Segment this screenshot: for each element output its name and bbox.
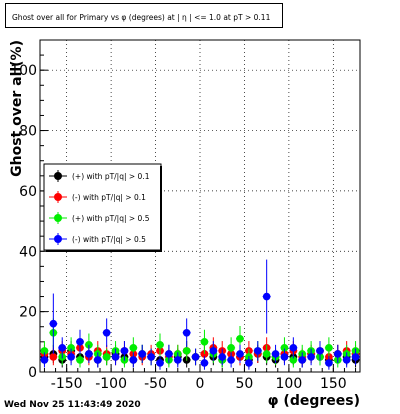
y-tick-label: 0 — [28, 365, 37, 381]
data-point — [156, 341, 164, 349]
timestamp-footer: Wed Nov 25 11:43:49 2020 — [4, 400, 141, 410]
x-axis-label: φ (degrees) — [268, 393, 360, 409]
y-axis-label: Ghost over all(%) — [9, 40, 25, 177]
data-point — [262, 292, 271, 301]
data-point — [342, 356, 351, 364]
legend: (+) with pT/|q| > 0.1 (-) with pT/|q| > 0… — [43, 163, 162, 252]
data-point — [218, 353, 227, 361]
data-point — [200, 350, 209, 358]
data-point — [182, 328, 191, 337]
chart-title: Ghost over all for Primary vs φ (degrees… — [12, 13, 271, 22]
data-point — [289, 356, 298, 364]
x-tick-label: 100 — [276, 376, 303, 392]
legend-label: (+) with pT/|q| > 0.5 — [72, 214, 150, 223]
data-point — [209, 347, 218, 355]
data-point — [289, 344, 298, 352]
data-point — [173, 356, 182, 364]
data-point — [76, 338, 84, 346]
data-point — [156, 359, 164, 367]
data-point — [280, 344, 289, 352]
data-point — [129, 344, 138, 352]
chart-title-box: Ghost over all for Primary vs φ (degrees… — [5, 3, 283, 28]
x-tick-label: 50 — [236, 376, 254, 392]
x-tick-label: -100 — [95, 376, 127, 392]
y-tick-label: 20 — [19, 305, 37, 321]
data-point — [120, 347, 129, 355]
data-point — [236, 350, 244, 358]
data-point — [298, 356, 307, 364]
legend-marker — [54, 214, 62, 222]
legend-marker — [54, 193, 62, 201]
data-point — [129, 356, 138, 364]
data-point — [138, 350, 147, 358]
x-tick-label: 150 — [320, 376, 347, 392]
data-point — [245, 359, 253, 367]
data-point — [200, 338, 209, 346]
data-point — [307, 353, 315, 361]
data-point — [325, 344, 333, 352]
data-point — [49, 319, 58, 328]
data-point — [333, 350, 342, 358]
x-tick-label: 0 — [196, 376, 205, 392]
legend-label: (-) with pT/|q| > 0.1 — [72, 193, 146, 202]
y-tick-label: 60 — [19, 184, 37, 200]
data-point — [262, 350, 271, 358]
data-point — [102, 328, 111, 337]
data-point — [102, 353, 111, 361]
data-point — [253, 347, 262, 355]
y-tick-label: 100 — [10, 63, 37, 79]
data-point — [325, 359, 333, 367]
data-point — [200, 359, 209, 367]
data-point — [40, 347, 49, 355]
legend-label: (+) with pT/|q| > 0.1 — [72, 172, 150, 181]
data-point — [271, 350, 280, 358]
x-tick-label: -150 — [51, 376, 83, 392]
data-point — [351, 353, 360, 361]
data-point — [40, 356, 49, 364]
data-point — [191, 353, 200, 361]
data-point — [227, 356, 235, 364]
data-point — [111, 353, 120, 361]
data-point — [85, 350, 93, 358]
series-3 — [40, 259, 360, 370]
data-point — [67, 353, 75, 361]
legend-marker — [54, 172, 62, 180]
data-point — [165, 350, 173, 358]
data-point — [316, 347, 324, 355]
data-point — [67, 344, 75, 352]
data-point — [49, 353, 58, 361]
data-point — [227, 344, 235, 352]
y-tick-label: 80 — [19, 124, 37, 140]
data-point — [76, 356, 84, 364]
legend-marker — [54, 235, 62, 243]
legend-box — [43, 163, 162, 251]
data-point — [182, 347, 191, 355]
y-tick-label: 40 — [19, 244, 37, 260]
x-tick-label: -50 — [144, 376, 167, 392]
data-point — [93, 356, 102, 364]
data-point — [147, 353, 155, 361]
legend-label: (-) with pT/|q| > 0.5 — [72, 235, 146, 244]
data-point — [280, 353, 289, 361]
data-point — [236, 335, 244, 343]
data-point — [58, 344, 67, 352]
